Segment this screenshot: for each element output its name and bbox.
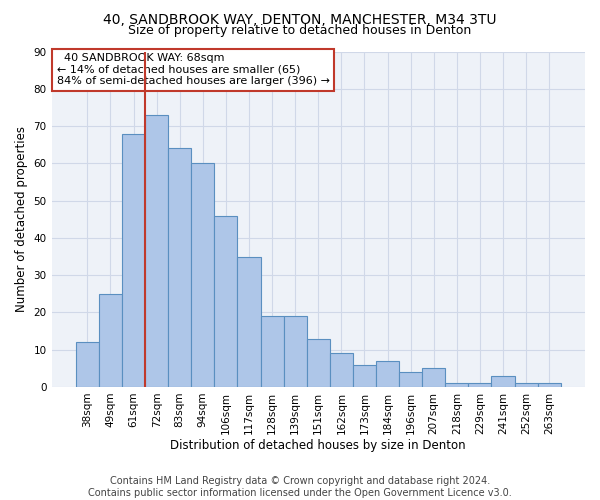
Text: 40, SANDBROOK WAY, DENTON, MANCHESTER, M34 3TU: 40, SANDBROOK WAY, DENTON, MANCHESTER, M… xyxy=(103,12,497,26)
Text: 40 SANDBROOK WAY: 68sqm
← 14% of detached houses are smaller (65)
84% of semi-de: 40 SANDBROOK WAY: 68sqm ← 14% of detache… xyxy=(57,53,330,86)
Bar xyxy=(307,338,330,387)
Bar xyxy=(399,372,422,387)
Bar xyxy=(538,383,561,387)
Bar xyxy=(122,134,145,387)
Bar xyxy=(76,342,99,387)
Y-axis label: Number of detached properties: Number of detached properties xyxy=(15,126,28,312)
Bar xyxy=(353,364,376,387)
Bar xyxy=(168,148,191,387)
Bar xyxy=(214,216,238,387)
Bar xyxy=(491,376,515,387)
Bar xyxy=(376,361,399,387)
Bar xyxy=(238,256,260,387)
X-axis label: Distribution of detached houses by size in Denton: Distribution of detached houses by size … xyxy=(170,440,466,452)
Bar xyxy=(330,354,353,387)
Text: Size of property relative to detached houses in Denton: Size of property relative to detached ho… xyxy=(128,24,472,37)
Bar xyxy=(145,115,168,387)
Bar xyxy=(515,383,538,387)
Bar xyxy=(284,316,307,387)
Bar xyxy=(191,164,214,387)
Bar xyxy=(260,316,284,387)
Bar xyxy=(422,368,445,387)
Bar xyxy=(469,383,491,387)
Text: Contains HM Land Registry data © Crown copyright and database right 2024.
Contai: Contains HM Land Registry data © Crown c… xyxy=(88,476,512,498)
Bar xyxy=(445,383,469,387)
Bar xyxy=(99,294,122,387)
